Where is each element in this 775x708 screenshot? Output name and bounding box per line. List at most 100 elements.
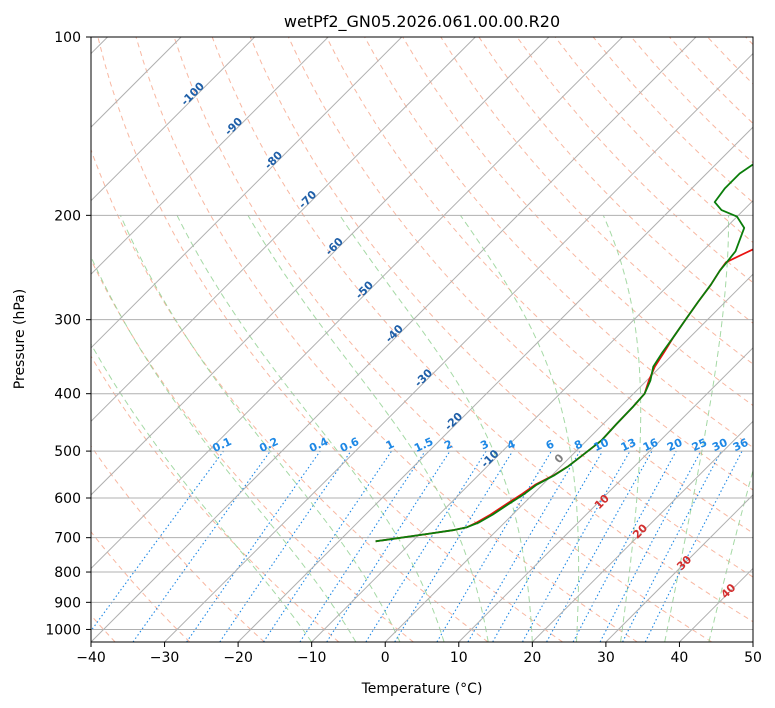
mixing-ratio-line	[467, 450, 581, 642]
mixing-ratio-line	[546, 450, 653, 642]
y-tick-label: 100	[54, 30, 81, 46]
moist-adiabat-line	[339, 215, 533, 642]
dry-adiabat-line	[478, 37, 753, 324]
mixing-ratio-label: 0.1	[210, 435, 233, 455]
y-tick-label: 400	[54, 387, 81, 403]
mixing-ratio-label: 0.6	[338, 435, 361, 455]
x-tick-label: 30	[597, 650, 615, 666]
moist-adiabat-line	[91, 343, 313, 642]
mixing-ratio-line	[219, 450, 352, 642]
moist-adiabat-line	[247, 215, 489, 642]
dry-adiabat-line	[91, 148, 489, 642]
moist-adiabat-line	[602, 215, 642, 642]
plot-frame	[90, 36, 754, 643]
x-tick-label: −10	[297, 650, 327, 666]
dry-adiabat-line	[402, 37, 753, 407]
dry-adiabat-line	[745, 37, 753, 46]
isotherm-gridline	[91, 37, 476, 423]
moist-adiabat-line	[119, 215, 401, 642]
mixing-ratio-line	[599, 450, 702, 642]
mixing-ratio-label: 25	[690, 436, 709, 454]
isotherm-label: -100	[178, 79, 207, 108]
dewpoint-profile-line	[375, 163, 753, 543]
isotherm-gridline	[91, 37, 256, 202]
mixing-ratio-line	[365, 450, 487, 642]
x-tick-label: −30	[150, 650, 180, 666]
moist-adiabat-label: 10	[592, 492, 612, 512]
x-tick-label: 10	[450, 650, 468, 666]
mixing-ratio-label: 36	[731, 436, 751, 454]
x-tick-label: −20	[223, 650, 253, 666]
mixing-ratio-line	[644, 450, 743, 642]
dry-adiabat-line	[592, 37, 753, 204]
dry-adiabat-line	[249, 37, 753, 578]
dry-adiabat-line	[91, 531, 191, 642]
x-tick-label: 0	[381, 650, 390, 666]
isotherm-label: -20	[442, 410, 465, 433]
mixing-ratio-label: 13	[619, 436, 638, 454]
moist-adiabat-line	[664, 215, 730, 642]
mixing-ratio-label: 10	[591, 436, 611, 454]
annotation-layer: -100-90-80-70-60-50-40-30-20-100.1 0.2 0.4…	[178, 79, 750, 601]
isotherm-gridline	[752, 641, 753, 642]
mixing-ratio-label: 2	[442, 437, 454, 452]
moist-adiabat-label: 40	[718, 581, 738, 601]
dry-adiabat-line	[554, 37, 753, 244]
isotherm-gridline	[91, 37, 697, 642]
dry-adiabat-line	[669, 37, 753, 125]
mixing-ratio-line	[132, 450, 271, 642]
y-tick-label: 1000	[45, 622, 81, 638]
isotherm-gridline	[679, 567, 753, 642]
mixing-ratio-label: 20	[665, 436, 685, 454]
dry-adiabat-line	[440, 37, 753, 365]
y-tick-label: 300	[54, 313, 81, 329]
dry-adiabat-line	[211, 37, 753, 623]
isotherm-label: -90	[222, 115, 245, 138]
y-axis: 100 200 300 400 500 600 700 800 900 1000	[45, 30, 91, 638]
moist-adiabat-line	[176, 215, 445, 642]
dry-adiabat-line	[91, 355, 340, 642]
mixing-ratio-line	[186, 450, 321, 642]
x-tick-label: −40	[76, 650, 106, 666]
mixing-ratio-line	[436, 450, 552, 642]
mixing-ratio-label: 4	[505, 437, 518, 452]
isotherm-label: -60	[323, 235, 346, 258]
isotherm-label: -80	[262, 148, 285, 171]
mixing-ratio-label: 6	[544, 437, 557, 452]
isotherm-gridline	[237, 126, 753, 642]
y-tick-label: 600	[54, 491, 81, 507]
mixing-ratio-line	[263, 450, 392, 642]
dry-adiabat-line	[516, 37, 753, 284]
y-axis-label: Pressure (hPa)	[12, 289, 28, 389]
isotherm-label: -50	[353, 278, 376, 301]
isotherm-gridline	[384, 273, 753, 642]
dry-adiabat-line	[91, 258, 414, 642]
dry-adiabat-line	[707, 37, 753, 85]
mixing-ratio-line	[326, 450, 451, 642]
x-tick-label: 40	[671, 650, 689, 666]
grid	[91, 37, 753, 642]
background-lines	[91, 37, 753, 642]
y-tick-label: 700	[54, 531, 81, 547]
isotherm-gridline	[164, 52, 753, 642]
mixing-ratio-line	[572, 450, 677, 642]
x-tick-label: 50	[744, 650, 762, 666]
mixing-ratio-line	[91, 450, 224, 632]
moist-adiabat-line	[459, 215, 580, 642]
isotherm-gridline	[91, 37, 403, 349]
isotherm-gridline	[91, 37, 623, 570]
mixing-ratio-line	[522, 450, 631, 642]
y-tick-label: 800	[54, 565, 81, 581]
mixing-ratio-label: 0.2	[257, 435, 280, 455]
isotherm-gridline	[91, 37, 550, 496]
y-tick-label: 900	[54, 595, 81, 611]
y-tick-label: 200	[54, 208, 81, 224]
isotherm-gridline	[311, 199, 753, 642]
y-tick-label: 500	[54, 444, 81, 460]
isotherm-label: -40	[383, 322, 406, 345]
mixing-ratio-label: 16	[641, 436, 661, 454]
x-tick-label: 20	[523, 650, 541, 666]
isotherm-label: -70	[296, 188, 319, 211]
moist-adiabat-line	[91, 255, 357, 642]
x-axis-label: Temperature (°C)	[361, 681, 483, 697]
